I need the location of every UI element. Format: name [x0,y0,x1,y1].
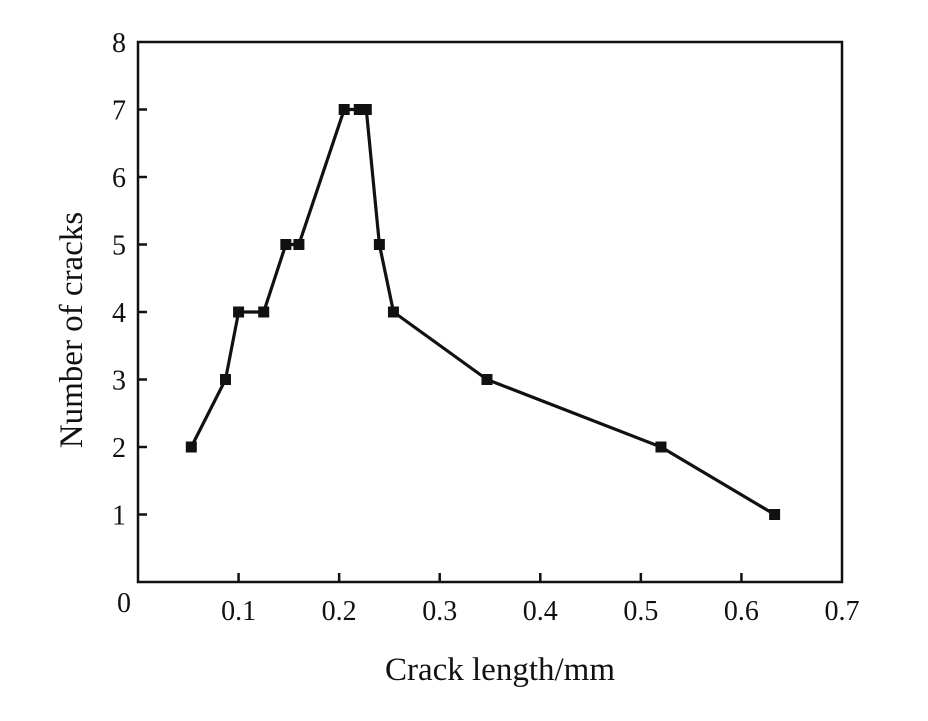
data-point [338,104,350,115]
y-tick-label: 8 [112,28,126,59]
y-tick-label: 5 [112,231,126,262]
y-tick-label: 6 [112,163,126,194]
y-tick-label: 1 [112,501,126,532]
x-tick-label: 0 [117,588,131,619]
data-point [353,104,365,115]
data-point [280,239,292,250]
series-line [189,107,776,516]
x-tick-label: 0.7 [825,596,860,627]
x-tick-label: 0.3 [422,596,457,627]
data-point [373,239,385,250]
y-tick-label: 4 [112,298,126,329]
x-tick-label: 0.2 [322,596,357,627]
data-point [258,306,270,318]
data-point [185,441,197,453]
axis-tick-labels: 0 0.1 0.2 0.3 0.4 0.5 0.6 0.7 1 2 3 4 5 6 7 8 [112,28,860,627]
y-axis-label: Number of cracks [54,212,90,448]
axis-ticks [138,108,743,582]
data-point [360,104,372,115]
x-tick-label: 0.4 [523,596,558,627]
series-markers [185,104,781,520]
y-tick-label: 3 [112,366,126,397]
x-tick-label: 0.1 [221,596,256,627]
data-point [293,239,305,250]
x-axis-label: Crack length/mm [385,652,615,688]
data-point [233,306,245,318]
data-point [387,306,399,318]
y-tick-label: 7 [112,96,126,127]
data-point [769,509,781,520]
data-point [219,374,231,385]
y-tick-label: 2 [112,433,126,464]
x-tick-label: 0.5 [623,596,658,627]
data-point [655,441,667,453]
x-tick-label: 0.6 [724,596,759,627]
data-point [481,374,493,385]
